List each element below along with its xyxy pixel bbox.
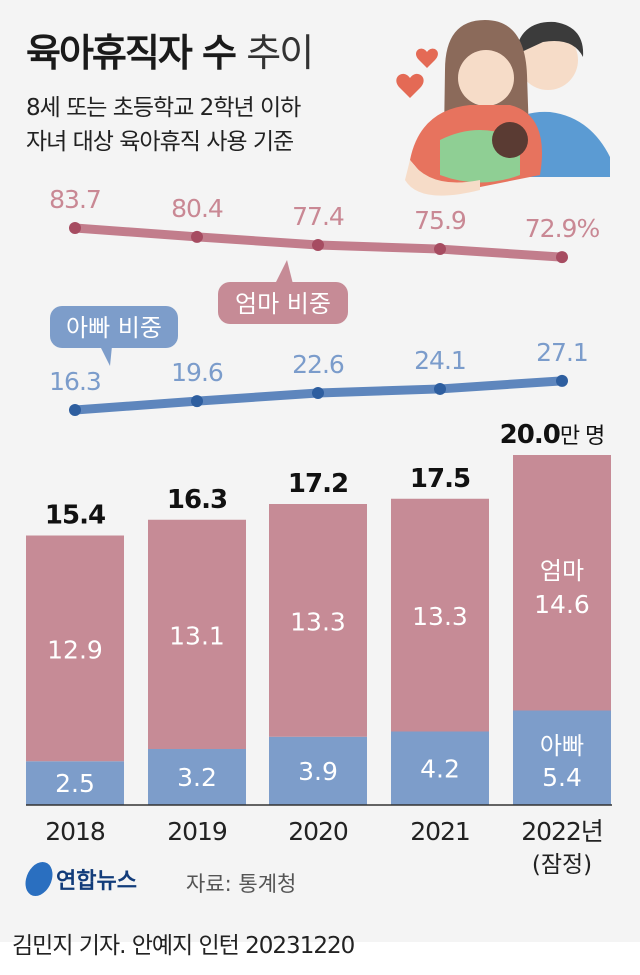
mom-bar-value: 14.6 [534,590,590,619]
mom-share-point [191,230,203,243]
bar-total: 17.5 [410,464,470,494]
dad-share-point [191,395,203,408]
x-axis-note: (잠정) [532,852,592,878]
mom-bar [513,455,611,711]
dad-share-callout: 아빠 비중 [50,306,178,366]
mom-share-value: 80.4 [171,194,223,223]
dad-bar [148,749,246,805]
mom-share-callout: 엄마 비중 [218,260,348,324]
yonhap-logo-icon [22,862,56,896]
dad-share-value: 19.6 [171,358,223,387]
mom-share-point [69,222,81,234]
dad-bar-value: 3.2 [177,763,217,792]
logo-text: 연합뉴스 [56,869,137,894]
mom-share-value: 72.9% [525,214,600,243]
dad-bar [513,710,611,805]
heart-icon [416,48,438,68]
x-axis-label: 2019 [167,817,227,846]
bar-total: 20.0만 명 [500,420,605,450]
dad-share-point [69,404,81,416]
total-unit: 만 명 [560,424,604,449]
mom-bar [391,498,489,732]
page-title: 육아휴직자 수 추이 [26,22,314,77]
dad-bar [269,736,367,805]
dad-share-point [434,382,446,395]
mom-share-point [312,239,324,252]
subtitle-line1: 8세 또는 초등학교 2학년 이하 [26,95,301,121]
dad-bar-value: 5.4 [542,763,582,792]
mom-share-value: 75.9 [414,206,466,235]
dad-share-value: 22.6 [292,350,344,379]
mom-bar [269,504,367,737]
family-illustration [396,20,610,196]
dad-share-value: 24.1 [414,346,466,375]
mom-bar-value: 13.1 [169,621,225,650]
dad-bar [26,761,124,805]
yonhap-logo: 연합뉴스 [22,862,137,896]
bar-total: 15.4 [45,501,105,531]
mom-series-label: 엄마 [540,557,584,585]
dad-share-point [312,386,324,399]
bar-total: 17.2 [288,469,348,499]
dad-share-label: 아빠 비중 [66,314,162,342]
dad-share-value: 27.1 [536,338,588,367]
x-axis-label: 2018 [45,817,105,846]
dad-share-value: 16.3 [49,367,101,396]
byline: 김민지 기자. 안예지 인턴 20231220 [12,933,355,959]
x-axis-label: 2022년 [521,817,603,846]
title-bold: 육아휴직자 수 [26,31,237,75]
mom-bar-value: 12.9 [47,635,103,664]
x-axis-label: 2021 [410,817,470,846]
mom-bar-value: 13.3 [412,602,468,631]
dad-bar [391,731,489,805]
mom-bar [26,535,124,762]
mom-share-label: 엄마 비중 [235,290,331,318]
dad-bar-value: 3.9 [298,757,338,786]
footer-strip [0,942,640,975]
mom-bar [148,519,246,749]
x-axis-label: 2020 [288,817,348,846]
title-light: 추이 [246,31,314,75]
dad-share-point [556,374,568,387]
mom-share-point [556,251,568,264]
bar-total: 16.3 [167,485,227,515]
dad-bar-value: 2.5 [55,769,95,798]
dad-series-label: 아빠 [540,732,584,760]
mom-bar-value: 13.3 [290,607,346,636]
mom-share-point [434,243,446,256]
dad-bar-value: 4.2 [420,754,460,783]
mom-share-value: 83.7 [49,185,101,214]
mom-share-value: 77.4 [292,202,344,231]
heart-icon [396,73,424,98]
subtitle-line2: 자녀 대상 육아휴직 사용 기준 [26,129,294,155]
source-text: 자료: 통계청 [186,872,297,896]
